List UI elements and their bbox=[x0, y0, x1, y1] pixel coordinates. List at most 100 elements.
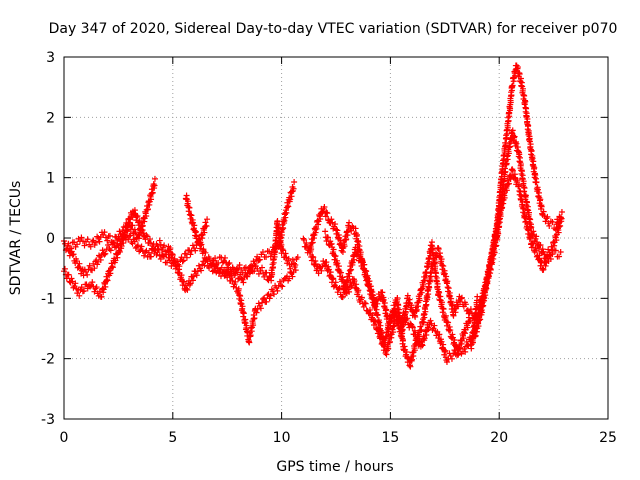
data-point bbox=[555, 229, 562, 236]
data-point bbox=[462, 330, 469, 337]
data-point bbox=[240, 310, 247, 317]
data-point bbox=[86, 262, 93, 269]
data-point bbox=[335, 285, 342, 292]
data-point bbox=[332, 279, 339, 286]
x-axis-label: GPS time / hours bbox=[276, 459, 393, 475]
data-point bbox=[156, 237, 163, 244]
data-point bbox=[237, 292, 244, 299]
data-point bbox=[174, 262, 181, 269]
data-point bbox=[313, 225, 320, 232]
data-point bbox=[524, 220, 531, 227]
series-track-6 bbox=[208, 217, 301, 286]
data-point bbox=[394, 320, 401, 327]
data-point bbox=[400, 309, 407, 316]
data-point bbox=[492, 242, 499, 249]
data-point bbox=[460, 335, 467, 342]
data-point bbox=[309, 239, 316, 246]
data-point bbox=[78, 284, 85, 291]
data-point bbox=[516, 151, 523, 158]
data-point bbox=[546, 252, 553, 259]
data-point bbox=[404, 292, 411, 299]
data-point bbox=[204, 216, 211, 223]
data-point bbox=[413, 306, 420, 313]
data-point bbox=[386, 338, 393, 345]
data-point bbox=[433, 278, 440, 285]
data-point bbox=[129, 222, 136, 229]
data-point bbox=[479, 309, 486, 316]
data-point bbox=[374, 311, 381, 318]
data-point bbox=[155, 246, 162, 253]
data-point bbox=[109, 263, 116, 270]
data-point bbox=[547, 255, 554, 262]
data-point bbox=[259, 249, 266, 256]
data-point bbox=[476, 310, 483, 317]
data-point bbox=[137, 219, 144, 226]
data-point bbox=[438, 299, 445, 306]
data-point bbox=[478, 300, 485, 307]
data-point bbox=[526, 138, 533, 145]
data-point bbox=[280, 247, 287, 254]
data-point bbox=[278, 282, 285, 289]
data-point bbox=[450, 312, 457, 319]
data-point bbox=[259, 264, 266, 271]
data-point bbox=[261, 294, 268, 301]
series-track-4 bbox=[165, 243, 299, 346]
data-point bbox=[146, 236, 153, 243]
data-point bbox=[212, 255, 219, 262]
data-point bbox=[549, 251, 556, 258]
data-point bbox=[101, 229, 108, 236]
data-point bbox=[153, 251, 160, 258]
data-point bbox=[123, 223, 130, 230]
y-tick-label: -2 bbox=[41, 352, 55, 368]
data-point bbox=[528, 147, 535, 154]
data-point bbox=[429, 265, 436, 272]
data-point bbox=[399, 330, 406, 337]
data-point bbox=[324, 267, 331, 274]
data-point bbox=[188, 212, 195, 219]
data-point bbox=[530, 240, 537, 247]
data-point bbox=[451, 336, 458, 343]
data-point bbox=[148, 196, 155, 203]
data-point bbox=[312, 229, 319, 236]
data-point bbox=[358, 294, 365, 301]
data-point bbox=[398, 327, 405, 334]
data-point bbox=[351, 277, 358, 284]
data-point bbox=[522, 98, 529, 105]
data-point bbox=[61, 265, 68, 272]
data-point bbox=[445, 319, 452, 326]
data-point bbox=[65, 271, 72, 278]
data-point bbox=[557, 249, 564, 256]
data-point bbox=[428, 269, 435, 276]
data-point bbox=[511, 174, 518, 181]
data-point bbox=[515, 148, 522, 155]
data-point bbox=[474, 317, 481, 324]
data-point bbox=[143, 232, 150, 239]
data-point bbox=[269, 271, 276, 278]
data-point bbox=[109, 239, 116, 246]
data-point bbox=[404, 315, 411, 322]
data-point bbox=[484, 280, 491, 287]
data-point bbox=[74, 241, 81, 248]
data-point bbox=[192, 228, 199, 235]
data-point bbox=[527, 234, 534, 241]
data-point bbox=[542, 262, 549, 269]
data-point bbox=[101, 251, 108, 258]
data-point bbox=[307, 247, 314, 254]
data-point bbox=[281, 217, 288, 224]
data-point bbox=[448, 295, 455, 302]
y-tick-label: 2 bbox=[46, 110, 55, 126]
data-point bbox=[131, 207, 138, 214]
data-point bbox=[118, 240, 125, 247]
x-tick-label: 20 bbox=[490, 430, 508, 446]
data-point bbox=[264, 276, 271, 283]
data-point bbox=[441, 270, 448, 277]
data-point bbox=[370, 321, 377, 328]
data-point bbox=[517, 75, 524, 82]
data-point bbox=[337, 269, 344, 276]
data-point bbox=[519, 85, 526, 92]
data-point bbox=[443, 273, 450, 280]
data-point bbox=[458, 294, 465, 301]
data-point bbox=[89, 279, 96, 286]
data-point bbox=[235, 285, 242, 292]
data-point bbox=[116, 228, 123, 235]
